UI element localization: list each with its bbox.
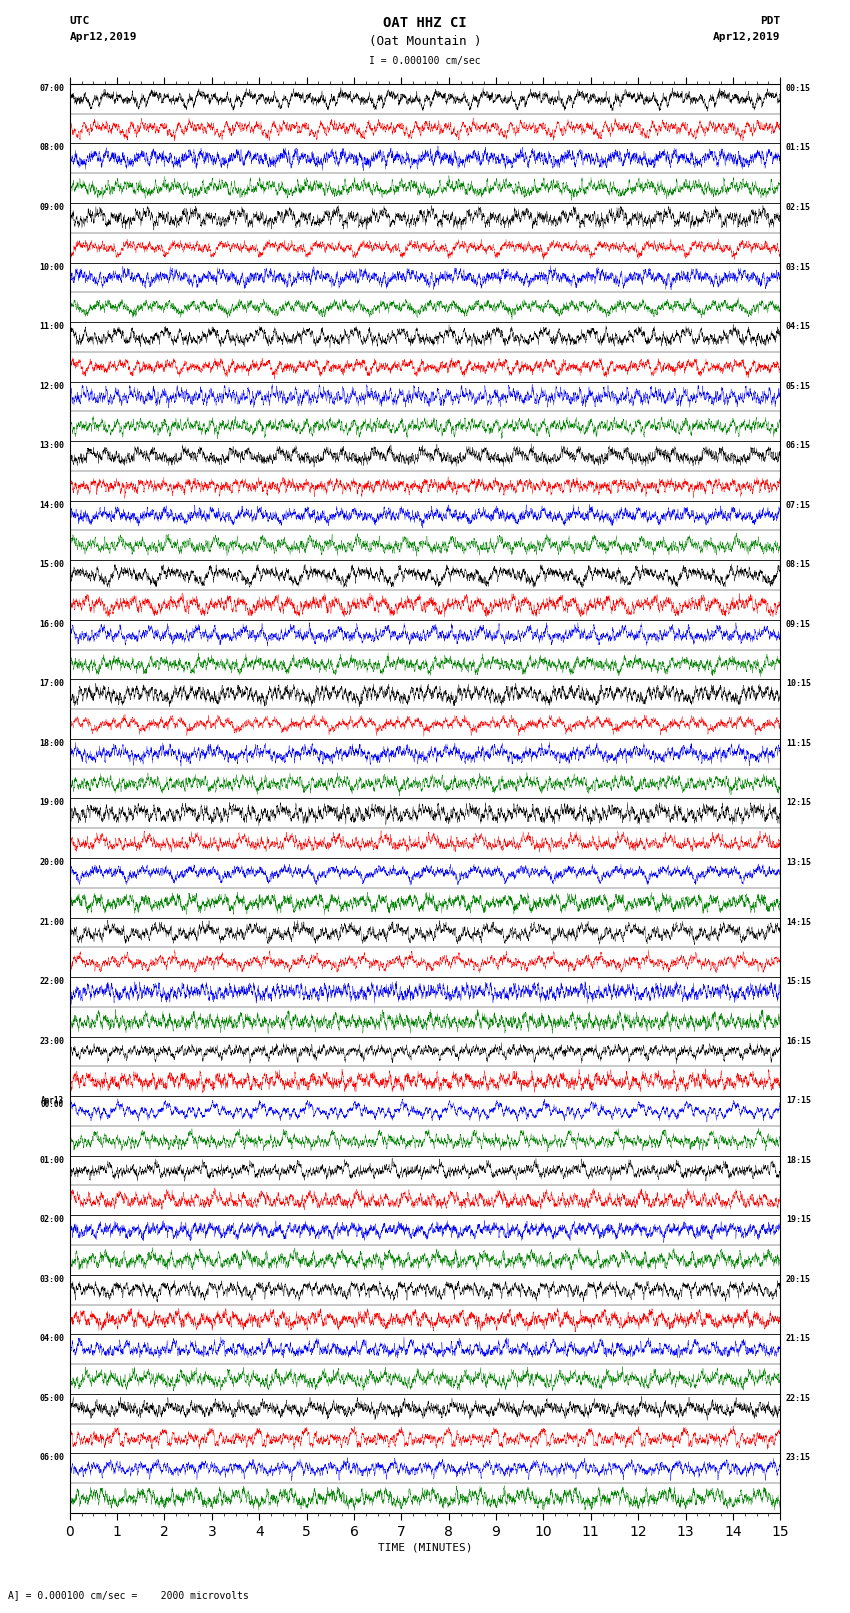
Text: 12:15: 12:15 (786, 798, 811, 808)
Text: 19:15: 19:15 (786, 1215, 811, 1224)
Text: 16:15: 16:15 (786, 1037, 811, 1045)
Text: 05:00: 05:00 (39, 1394, 64, 1403)
Text: 09:00: 09:00 (39, 203, 64, 211)
Text: 09:15: 09:15 (786, 619, 811, 629)
Text: 12:00: 12:00 (39, 382, 64, 390)
Text: 11:00: 11:00 (39, 323, 64, 331)
Text: Apr13: Apr13 (41, 1097, 64, 1105)
Text: 18:00: 18:00 (39, 739, 64, 748)
Text: 13:15: 13:15 (786, 858, 811, 866)
Text: 03:15: 03:15 (786, 263, 811, 271)
Text: 14:15: 14:15 (786, 918, 811, 926)
X-axis label: TIME (MINUTES): TIME (MINUTES) (377, 1544, 473, 1553)
Text: (Oat Mountain ): (Oat Mountain ) (369, 35, 481, 48)
Text: 15:15: 15:15 (786, 977, 811, 986)
Text: 18:15: 18:15 (786, 1155, 811, 1165)
Text: 21:00: 21:00 (39, 918, 64, 926)
Text: OAT HHZ CI: OAT HHZ CI (383, 16, 467, 31)
Text: Apr12,2019: Apr12,2019 (70, 32, 137, 42)
Text: 06:00: 06:00 (39, 1453, 64, 1463)
Text: 21:15: 21:15 (786, 1334, 811, 1344)
Text: 17:15: 17:15 (786, 1097, 811, 1105)
Text: 00:00: 00:00 (41, 1100, 64, 1110)
Text: Apr12,2019: Apr12,2019 (713, 32, 780, 42)
Text: 05:15: 05:15 (786, 382, 811, 390)
Text: 15:00: 15:00 (39, 560, 64, 569)
Text: 10:15: 10:15 (786, 679, 811, 689)
Text: 16:00: 16:00 (39, 619, 64, 629)
Text: 02:00: 02:00 (39, 1215, 64, 1224)
Text: 04:00: 04:00 (39, 1334, 64, 1344)
Text: 07:00: 07:00 (39, 84, 64, 94)
Text: 20:00: 20:00 (39, 858, 64, 866)
Text: 01:15: 01:15 (786, 144, 811, 152)
Text: 19:00: 19:00 (39, 798, 64, 808)
Text: 03:00: 03:00 (39, 1274, 64, 1284)
Text: PDT: PDT (760, 16, 780, 26)
Text: 06:15: 06:15 (786, 442, 811, 450)
Text: 10:00: 10:00 (39, 263, 64, 271)
Text: 00:15: 00:15 (786, 84, 811, 94)
Text: 02:15: 02:15 (786, 203, 811, 211)
Text: 01:00: 01:00 (39, 1155, 64, 1165)
Text: 22:00: 22:00 (39, 977, 64, 986)
Text: I = 0.000100 cm/sec: I = 0.000100 cm/sec (369, 56, 481, 66)
Text: 14:00: 14:00 (39, 500, 64, 510)
Text: 23:00: 23:00 (39, 1037, 64, 1045)
Text: UTC: UTC (70, 16, 90, 26)
Text: 04:15: 04:15 (786, 323, 811, 331)
Text: 23:15: 23:15 (786, 1453, 811, 1463)
Text: 11:15: 11:15 (786, 739, 811, 748)
Text: 13:00: 13:00 (39, 442, 64, 450)
Text: 22:15: 22:15 (786, 1394, 811, 1403)
Text: 08:15: 08:15 (786, 560, 811, 569)
Text: 20:15: 20:15 (786, 1274, 811, 1284)
Text: 08:00: 08:00 (39, 144, 64, 152)
Text: 07:15: 07:15 (786, 500, 811, 510)
Text: A] = 0.000100 cm/sec =    2000 microvolts: A] = 0.000100 cm/sec = 2000 microvolts (8, 1590, 249, 1600)
Text: 17:00: 17:00 (39, 679, 64, 689)
